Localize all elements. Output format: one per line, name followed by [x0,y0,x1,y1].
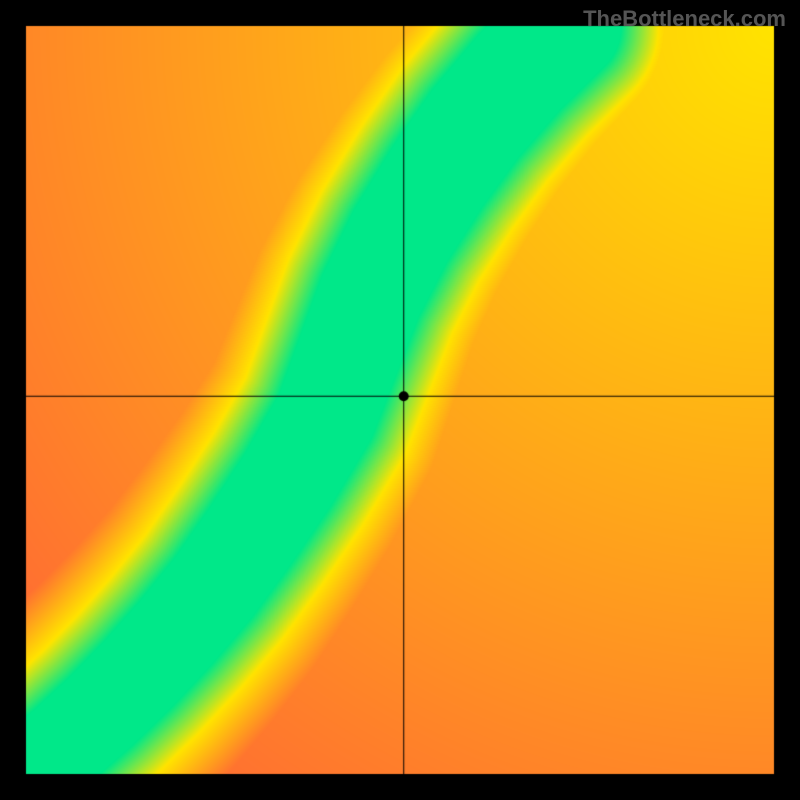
watermark-text: TheBottleneck.com [583,6,786,32]
chart-frame: TheBottleneck.com [0,0,800,800]
bottleneck-heatmap [0,0,800,800]
